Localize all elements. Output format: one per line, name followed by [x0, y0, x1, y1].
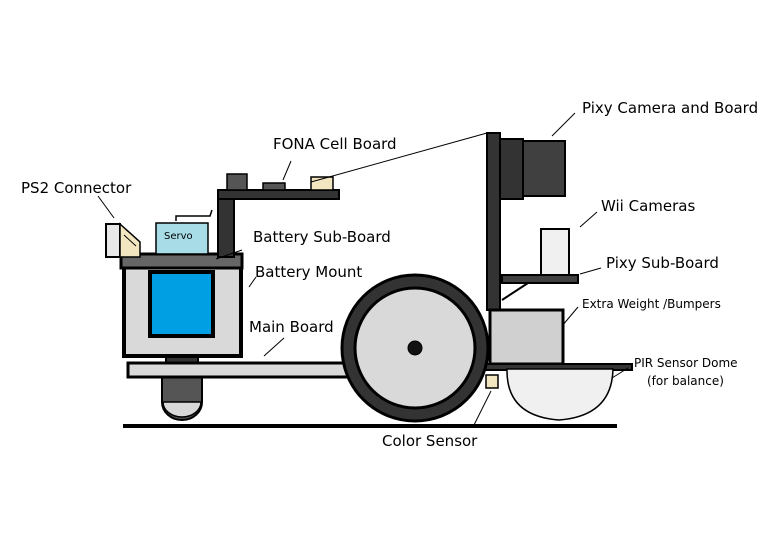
- wii-camera: [540, 228, 570, 277]
- drive-wheel: [340, 273, 490, 423]
- label-battery-sub-board: Battery Sub-Board: [253, 228, 391, 246]
- fona-post: [217, 198, 235, 258]
- main-board: [126, 361, 358, 379]
- label-main-board: Main Board: [249, 318, 334, 336]
- color-sensor: [485, 374, 499, 389]
- label-color-sensor: Color Sensor: [382, 432, 478, 450]
- pixy-board: [499, 138, 524, 200]
- label-wii-cameras: Wii Cameras: [601, 197, 695, 215]
- servo-arm: [175, 209, 213, 221]
- label-ps2-connector: PS2 Connector: [21, 179, 132, 197]
- label-extra-weight: Extra Weight /Bumpers: [582, 297, 721, 311]
- fona-component-b: [262, 182, 286, 191]
- servo: [155, 222, 209, 255]
- pir-sensor-dome: [506, 368, 614, 421]
- label-pir-balance: (for balance): [647, 374, 724, 388]
- pixy-camera: [522, 140, 566, 197]
- ps2-connector: [105, 222, 141, 258]
- camera-mast: [486, 132, 501, 311]
- pixy-sub-board: [501, 274, 579, 284]
- extra-weight-block: [488, 308, 565, 366]
- pixy-sub-board-brace: [501, 282, 529, 301]
- label-battery-mount: Battery Mount: [255, 263, 362, 281]
- battery: [148, 270, 215, 338]
- ground-line: [123, 424, 617, 428]
- label-pir-sensor-dome: PIR Sensor Dome: [634, 356, 738, 370]
- leader-lines: [97, 112, 629, 426]
- label-fona-cell-board: FONA Cell Board: [273, 135, 397, 153]
- servo-label: Servo: [164, 231, 193, 242]
- label-pixy-camera: Pixy Camera and Board: [582, 99, 758, 117]
- label-pixy-sub-board: Pixy Sub-Board: [606, 254, 719, 272]
- fona-component-a: [226, 173, 248, 191]
- fona-cell-board: [217, 189, 340, 200]
